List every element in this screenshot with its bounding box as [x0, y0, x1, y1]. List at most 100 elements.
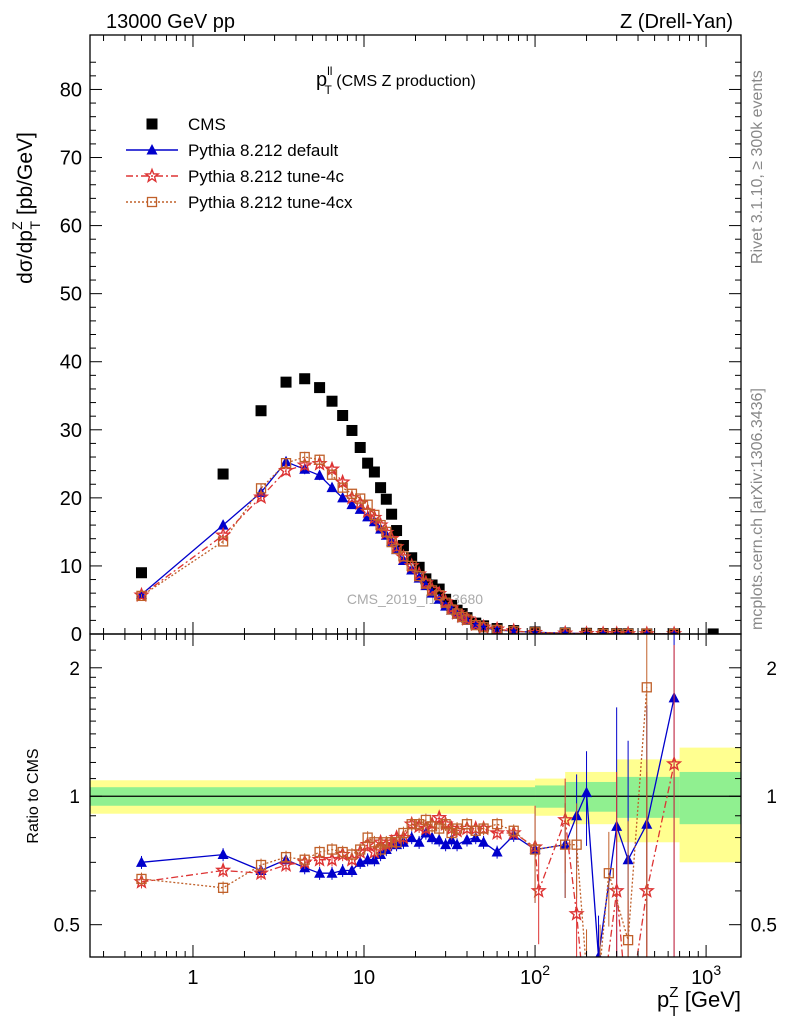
ratio-point-triangle: [426, 831, 438, 843]
ratio-point-triangle: [314, 867, 326, 878]
ratio-point-open-square: [451, 823, 463, 834]
ratio-point-triangle: [451, 838, 463, 850]
x-tick-label: 10: [353, 967, 375, 989]
main-point-open-square: [413, 570, 425, 582]
legend-label: Pythia 8.212 tune-4cx: [188, 193, 353, 212]
ratio-point-star: [530, 882, 547, 898]
y-tick-label: 30: [60, 420, 82, 442]
y-tick-label: 20: [60, 488, 82, 510]
main-point-open-square: [375, 519, 386, 531]
ratio-point-star: [665, 755, 683, 771]
main-point-open-square: [461, 614, 473, 625]
main-line-open-square: [141, 456, 675, 634]
y-axis-label: dσ/dpZ T [pb/GeV]: [9, 132, 43, 284]
main-point-triangle: [670, 627, 678, 634]
x-tick-label: 102: [520, 962, 550, 989]
ratio-point-star: [594, 1013, 606, 1024]
ratio-point-open-square: [596, 962, 605, 971]
main-point-star: [214, 526, 232, 543]
ratio-point-triangle: [440, 838, 452, 850]
legend-label: Pythia 8.212 tune-4c: [188, 167, 344, 186]
legend-item: CMS: [146, 115, 226, 134]
side-label-bottom: mcplots.cern.ch [arXiv:1306.3436]: [749, 388, 766, 630]
side-label-top: Rivet 3.1.10, ≥ 300k events: [749, 70, 766, 264]
main-point-open-square: [398, 551, 409, 562]
main-point-square: [135, 567, 147, 579]
ratio-point-open-square: [280, 851, 292, 863]
ratio-point-open-square: [255, 859, 267, 871]
ratio-point-open-square: [461, 819, 473, 830]
ratio-point-star: [277, 856, 295, 872]
x-tick-label: 1: [187, 967, 198, 989]
main-point-open-square: [434, 590, 445, 601]
ratio-point-open-square: [582, 966, 591, 975]
main-point-open-square: [420, 578, 432, 589]
ratio-point-star: [622, 1013, 634, 1024]
ratio-point-open-square: [398, 827, 409, 839]
main-point-triangle: [337, 491, 349, 503]
x-tick-label: 103: [691, 962, 721, 989]
main-point-square: [440, 593, 452, 605]
ratio-point-open-square: [478, 823, 489, 834]
main-point-triangle: [599, 627, 607, 634]
ratio-point-open-square: [622, 934, 634, 946]
ratio-point-open-square: [491, 819, 503, 830]
ratio-point-triangle: [433, 833, 445, 845]
ratio-point-triangle: [413, 836, 425, 847]
main-point-open-square: [337, 482, 348, 493]
main-point-open-square: [255, 483, 267, 494]
legend-item: Pythia 8.212 tune-4cx: [126, 193, 353, 212]
main-point-open-square: [217, 536, 229, 547]
ratio-point-open-square: [420, 814, 432, 826]
ratio-point-triangle: [368, 853, 380, 865]
ratio-point-star: [366, 843, 383, 859]
legend-label: Pythia 8.212 default: [188, 141, 339, 160]
ratio-point-triangle: [595, 951, 602, 957]
main-point-open-square: [362, 499, 373, 510]
main-point-triangle: [314, 469, 326, 480]
main-point-open-square: [491, 624, 503, 634]
legend-item: Pythia 8.212 tune-4c: [126, 167, 344, 186]
main-point-triangle: [346, 498, 358, 510]
ratio-point-triangle: [346, 864, 358, 875]
ratio-area: [90, 634, 741, 1024]
main-point-square: [255, 405, 267, 417]
ratio-point-open-square: [426, 821, 438, 832]
ratio-point-open-square: [406, 819, 417, 830]
ratio-point-open-square: [375, 844, 386, 855]
legend: CMS Pythia 8.212 default Pythia 8.212 tune…: [126, 115, 353, 212]
main-point-triangle: [326, 481, 338, 493]
main-point-star: [296, 456, 313, 473]
ratio-point-triangle: [135, 856, 147, 867]
main-point-star: [277, 462, 295, 478]
main-point-open-square: [280, 457, 292, 469]
legend-marker-square: [146, 118, 158, 130]
main-point-open-square: [136, 590, 147, 602]
main-point-square: [707, 628, 719, 634]
main-point-square: [380, 493, 392, 505]
ratio-point-star: [417, 819, 434, 836]
main-point-open-square: [355, 493, 366, 504]
main-point-square: [337, 410, 349, 422]
ratio-point-open-square: [508, 825, 519, 836]
main-point-square: [391, 525, 403, 537]
ratio-point-triangle: [326, 867, 338, 878]
ratio-point-triangle: [406, 831, 418, 843]
main-point-square: [314, 382, 326, 394]
ratio-point-open-square: [326, 844, 338, 855]
ratio-point-star: [311, 851, 328, 867]
y-tick-label: 40: [60, 352, 82, 374]
main-point-triangle: [643, 627, 650, 634]
ratio-point-open-square: [529, 844, 541, 855]
ratio-point-star: [323, 851, 341, 867]
header-right: Z (Drell-Yan): [620, 11, 733, 33]
ratio-y-tick-label: 0.5: [54, 916, 80, 937]
legend-item: Pythia 8.212 default: [126, 141, 339, 160]
legend-marker-triangle: [146, 144, 158, 155]
main-point-open-square: [391, 543, 402, 555]
ratio-point-open-square: [381, 837, 392, 848]
ratio-y-tick-label: 1: [69, 787, 80, 808]
x-axis-label: pZ T [GeV]: [657, 984, 741, 1020]
main-point-open-square: [470, 620, 481, 631]
y-tick-label: 60: [60, 216, 82, 238]
